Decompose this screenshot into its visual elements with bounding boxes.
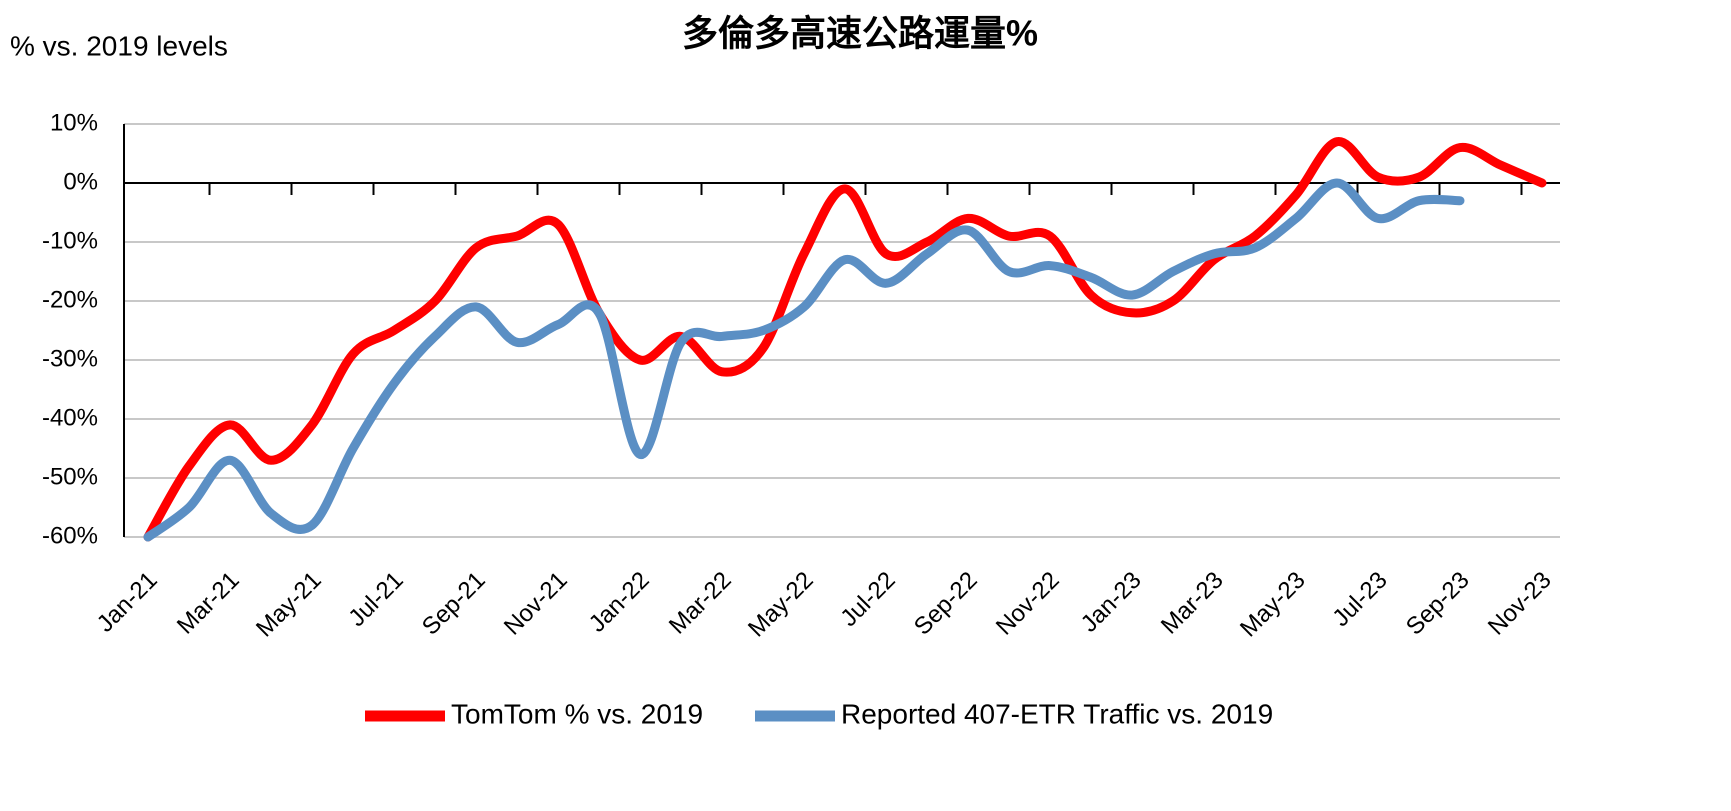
y-tick-label: -50% <box>42 463 98 490</box>
y-tick-label: -60% <box>42 522 98 549</box>
x-tick-label: Nov-21 <box>499 567 573 641</box>
x-tick-label: Sep-21 <box>417 567 491 641</box>
series-line <box>143 137 1547 542</box>
legend-label: TomTom % vs. 2019 <box>451 698 703 729</box>
x-tick-label: Jul-23 <box>1327 567 1392 632</box>
y-tick-label: -20% <box>42 286 98 313</box>
y-tick-label: -40% <box>42 404 98 431</box>
y-tick-label: -30% <box>42 345 98 372</box>
x-tick-label: Jan-21 <box>92 567 163 638</box>
y-axis-label: % vs. 2019 levels <box>10 30 228 61</box>
x-tick-label: Sep-22 <box>909 567 983 641</box>
x-tick-label: Sep-23 <box>1401 567 1475 641</box>
x-tick-label: Mar-22 <box>664 567 737 640</box>
y-tick-label: 0% <box>63 168 98 195</box>
legend-label: Reported 407-ETR Traffic vs. 2019 <box>841 698 1273 729</box>
x-tick-label: Mar-21 <box>172 567 245 640</box>
series-line <box>143 178 1465 542</box>
x-tick-label: May-21 <box>251 567 327 643</box>
x-tick-label: May-23 <box>1235 567 1311 643</box>
x-tick-label: Nov-23 <box>1483 567 1557 641</box>
x-tick-label: May-22 <box>743 567 819 643</box>
y-tick-label: 10% <box>50 109 98 136</box>
x-tick-label: Mar-23 <box>1156 567 1229 640</box>
x-tick-label: Jan-22 <box>584 567 655 638</box>
x-tick-label: Jul-21 <box>343 567 408 632</box>
x-tick-label: Nov-22 <box>991 567 1065 641</box>
chart-title: 多倫多高速公路運量% <box>682 13 1038 54</box>
y-tick-label: -10% <box>42 227 98 254</box>
x-tick-label: Jan-23 <box>1076 567 1147 638</box>
x-tick-label: Jul-22 <box>835 567 900 632</box>
